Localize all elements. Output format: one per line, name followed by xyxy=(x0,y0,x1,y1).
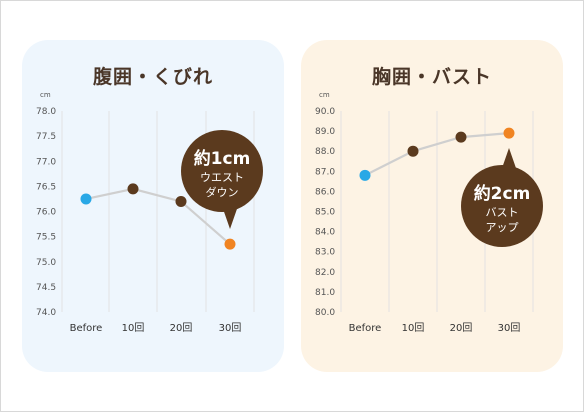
bust-data-point xyxy=(359,169,371,181)
bust-data-point xyxy=(455,131,467,143)
waist-xtick-label: 10回 xyxy=(122,322,145,334)
bust-data-point xyxy=(503,127,515,139)
bust-badge xyxy=(461,165,543,247)
waist-data-point xyxy=(127,183,139,195)
bust-badge-value: 約2cm xyxy=(474,183,531,204)
waist-xtick-label: Before xyxy=(70,323,103,334)
waist-ytick-label: 77.5 xyxy=(36,132,56,142)
waist-badge-value: 約1cm xyxy=(194,148,251,169)
bust-ytick-label: 84.0 xyxy=(315,228,335,238)
bust-xtick-label: 30回 xyxy=(498,322,521,334)
waist-ytick-label: 75.5 xyxy=(36,233,56,243)
waist-series-line xyxy=(85,187,231,245)
bust-ytick-label: 88.0 xyxy=(315,147,335,157)
waist-badge xyxy=(181,130,263,212)
bust-series-line xyxy=(364,132,510,177)
bust-badge-line2: アップ xyxy=(486,221,519,234)
bust-ytick-label: 87.0 xyxy=(315,167,335,177)
bust-data-point xyxy=(407,145,419,157)
bust-ytick-label: 86.0 xyxy=(315,187,335,197)
bust-badge-line1: バスト xyxy=(486,206,519,219)
bust-chart-title: 胸囲・バスト xyxy=(371,66,492,88)
waist-badge-line2: ダウン xyxy=(206,185,239,199)
bust-ytick-label: 80.0 xyxy=(315,308,335,318)
waist-chart: cm 78.0 77.5 77.0 76.5 76.0 75.5 75.0 74.5 74.0 Be… xyxy=(36,91,263,334)
bust-xtick-label: 20回 xyxy=(450,322,473,334)
waist-ytick-label: 74.0 xyxy=(36,308,56,318)
bust-ytick-label: 90.0 xyxy=(315,107,335,117)
waist-unit-label: cm xyxy=(40,91,51,99)
bust-ytick-label: 89.0 xyxy=(315,127,335,137)
bust-ytick-label: 85.0 xyxy=(315,208,335,218)
bust-unit-label: cm xyxy=(319,91,330,99)
waist-ytick-label: 76.0 xyxy=(36,208,56,218)
waist-ytick-label: 75.0 xyxy=(36,258,56,268)
bust-xtick-label: 10回 xyxy=(402,322,425,334)
waist-data-point xyxy=(224,238,236,250)
waist-ytick-label: 78.0 xyxy=(36,107,56,117)
waist-ytick-label: 77.0 xyxy=(36,157,56,167)
waist-xtick-label: 20回 xyxy=(170,322,193,334)
waist-xtick-label: 30回 xyxy=(219,322,242,334)
bust-chart: cm 90.0 89.0 88.0 87.0 86.0 85.0 84.0 83.0 82.0 81… xyxy=(315,91,543,334)
waist-chart-title: 腹囲・くびれ xyxy=(92,66,213,88)
waist-badge-line1: ウエスト xyxy=(200,171,244,184)
bust-xtick-label: Before xyxy=(349,323,382,334)
waist-ytick-label: 76.5 xyxy=(36,182,56,192)
waist-ytick-label: 74.5 xyxy=(36,283,56,293)
waist-data-point xyxy=(80,193,92,205)
bust-ytick-label: 82.0 xyxy=(315,268,335,278)
bust-ytick-label: 81.0 xyxy=(315,288,335,298)
waist-data-point xyxy=(175,195,187,207)
bust-ytick-label: 83.0 xyxy=(315,248,335,258)
